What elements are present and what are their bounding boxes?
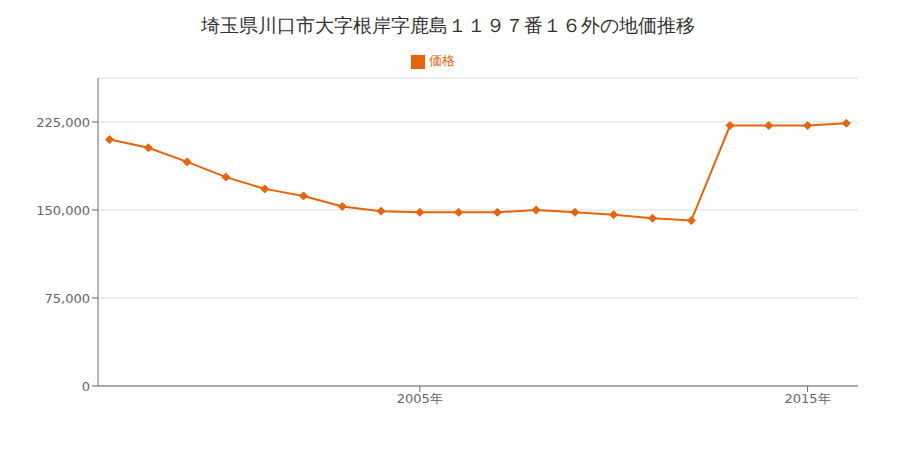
svg-text:2005年: 2005年 (397, 391, 443, 406)
svg-text:150,000: 150,000 (36, 203, 90, 218)
svg-text:0: 0 (82, 379, 90, 394)
svg-text:225,000: 225,000 (36, 115, 90, 130)
svg-text:2015年: 2015年 (785, 391, 831, 406)
html-text:価格: 価格 (429, 53, 455, 68)
svg-text:75,000: 75,000 (45, 291, 91, 306)
html-text:埼玉県川口市大字根岸字鹿島１１９７番１６外の地価推移: 埼玉県川口市大字根岸字鹿島１１９７番１６外の地価推移 (201, 14, 695, 36)
